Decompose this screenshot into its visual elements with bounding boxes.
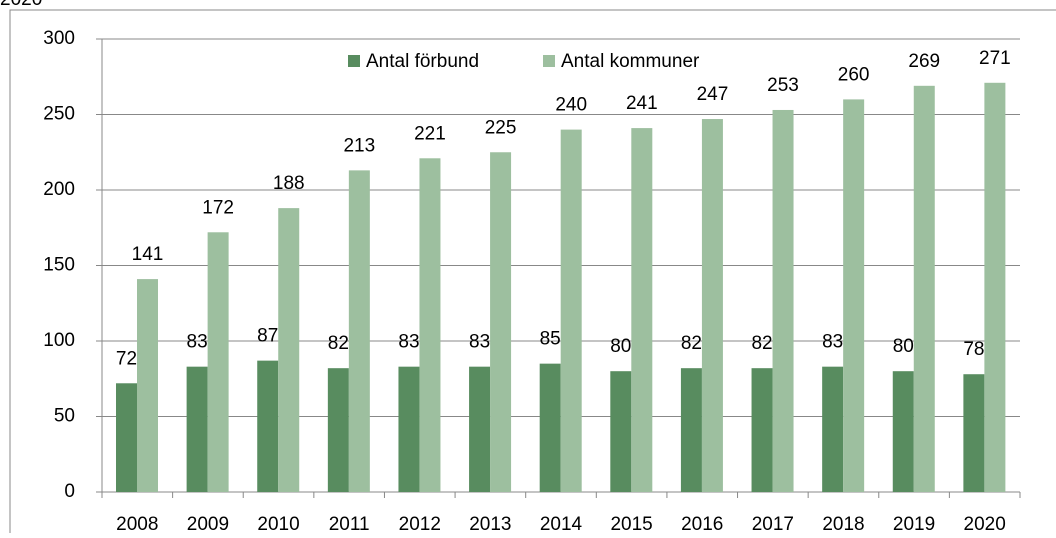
data-label: 82 [681, 333, 702, 354]
x-tick-label: 2014 [540, 514, 583, 533]
data-label: 80 [893, 336, 914, 357]
bar [278, 208, 300, 492]
bar [327, 368, 349, 492]
y-tick-label: 200 [43, 179, 75, 200]
bar [348, 170, 370, 492]
bar [822, 366, 844, 492]
data-label: 225 [485, 117, 517, 138]
data-label: 240 [555, 95, 587, 116]
bar [772, 109, 794, 492]
data-label: 247 [697, 84, 729, 105]
data-label: 85 [540, 329, 561, 350]
bar [963, 374, 985, 492]
bar [207, 232, 229, 492]
y-tick-label: 300 [43, 28, 75, 49]
data-label: 83 [398, 332, 419, 353]
data-label: 83 [469, 332, 490, 353]
x-tick-label: 2010 [257, 514, 299, 533]
bar [984, 82, 1006, 492]
data-label: 260 [838, 64, 870, 85]
bar [913, 85, 935, 492]
bar [398, 366, 420, 492]
data-label: 188 [273, 173, 305, 194]
x-tick-label: 2009 [187, 514, 229, 533]
data-label: 80 [610, 336, 631, 357]
bar [116, 383, 137, 492]
bar [892, 371, 914, 492]
data-label: 82 [751, 333, 772, 354]
legend-label: Antal förbund [366, 51, 479, 72]
x-tick-label: 2008 [116, 514, 158, 533]
bar [680, 368, 702, 492]
data-label: 271 [979, 48, 1011, 69]
y-tick-label: 50 [54, 406, 75, 427]
data-label: 72 [116, 348, 137, 369]
x-tick-label: 2013 [469, 514, 511, 533]
x-tick-label: 2011 [329, 514, 370, 533]
y-tick-label: 250 [43, 104, 75, 125]
data-label: 78 [963, 339, 984, 360]
x-tick-label: 2020 [964, 514, 1006, 533]
legend-swatch [348, 55, 360, 67]
bar [469, 366, 491, 492]
bar [257, 360, 279, 492]
bar [751, 368, 773, 492]
x-tick-label: 2018 [822, 514, 864, 533]
bar [539, 363, 561, 492]
data-label: 269 [908, 51, 940, 72]
data-label: 213 [343, 135, 375, 156]
data-label: 241 [626, 93, 658, 114]
chart-frame [9, 9, 1056, 538]
bar [490, 152, 512, 492]
data-label: 83 [822, 332, 843, 353]
bar [186, 366, 208, 492]
bar [701, 119, 723, 492]
data-label: 83 [187, 332, 208, 353]
bar [610, 371, 632, 492]
x-tick-label: 2017 [752, 514, 794, 533]
x-tick-label: 2015 [610, 514, 652, 533]
data-label: 172 [202, 197, 234, 218]
data-label: 87 [257, 326, 278, 347]
bar [560, 129, 582, 492]
y-tick-label: 150 [43, 255, 75, 276]
x-tick-label: 2019 [893, 514, 935, 533]
chart-title: 2020 [0, 0, 42, 10]
data-label: 141 [132, 244, 164, 265]
y-tick-label: 100 [43, 330, 75, 351]
legend-swatch [543, 55, 555, 67]
bar [843, 99, 865, 493]
x-tick-label: 2012 [399, 514, 441, 533]
bar [419, 158, 441, 493]
legend-label: Antal kommuner [561, 51, 700, 72]
data-label: 253 [767, 75, 799, 96]
y-tick-label: 0 [64, 481, 75, 502]
bar [137, 279, 158, 492]
x-tick-label: 2016 [681, 514, 723, 533]
bar [631, 128, 653, 492]
data-label: 221 [414, 123, 446, 144]
data-label: 82 [328, 333, 349, 354]
